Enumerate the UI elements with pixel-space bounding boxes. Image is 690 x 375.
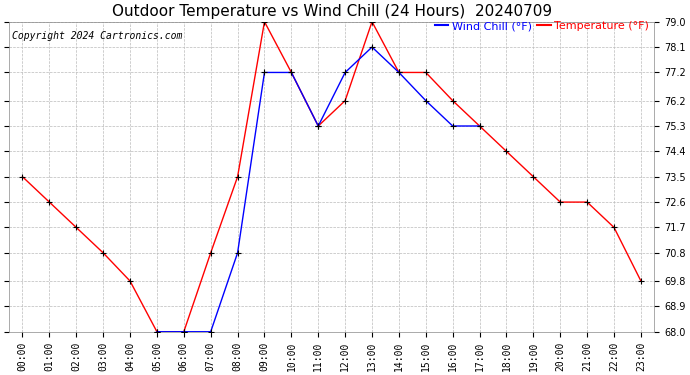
Text: Copyright 2024 Cartronics.com: Copyright 2024 Cartronics.com xyxy=(12,31,183,41)
Title: Outdoor Temperature vs Wind Chill (24 Hours)  20240709: Outdoor Temperature vs Wind Chill (24 Ho… xyxy=(112,4,552,19)
Legend: Wind Chill (°F), Temperature (°F): Wind Chill (°F), Temperature (°F) xyxy=(435,21,649,31)
